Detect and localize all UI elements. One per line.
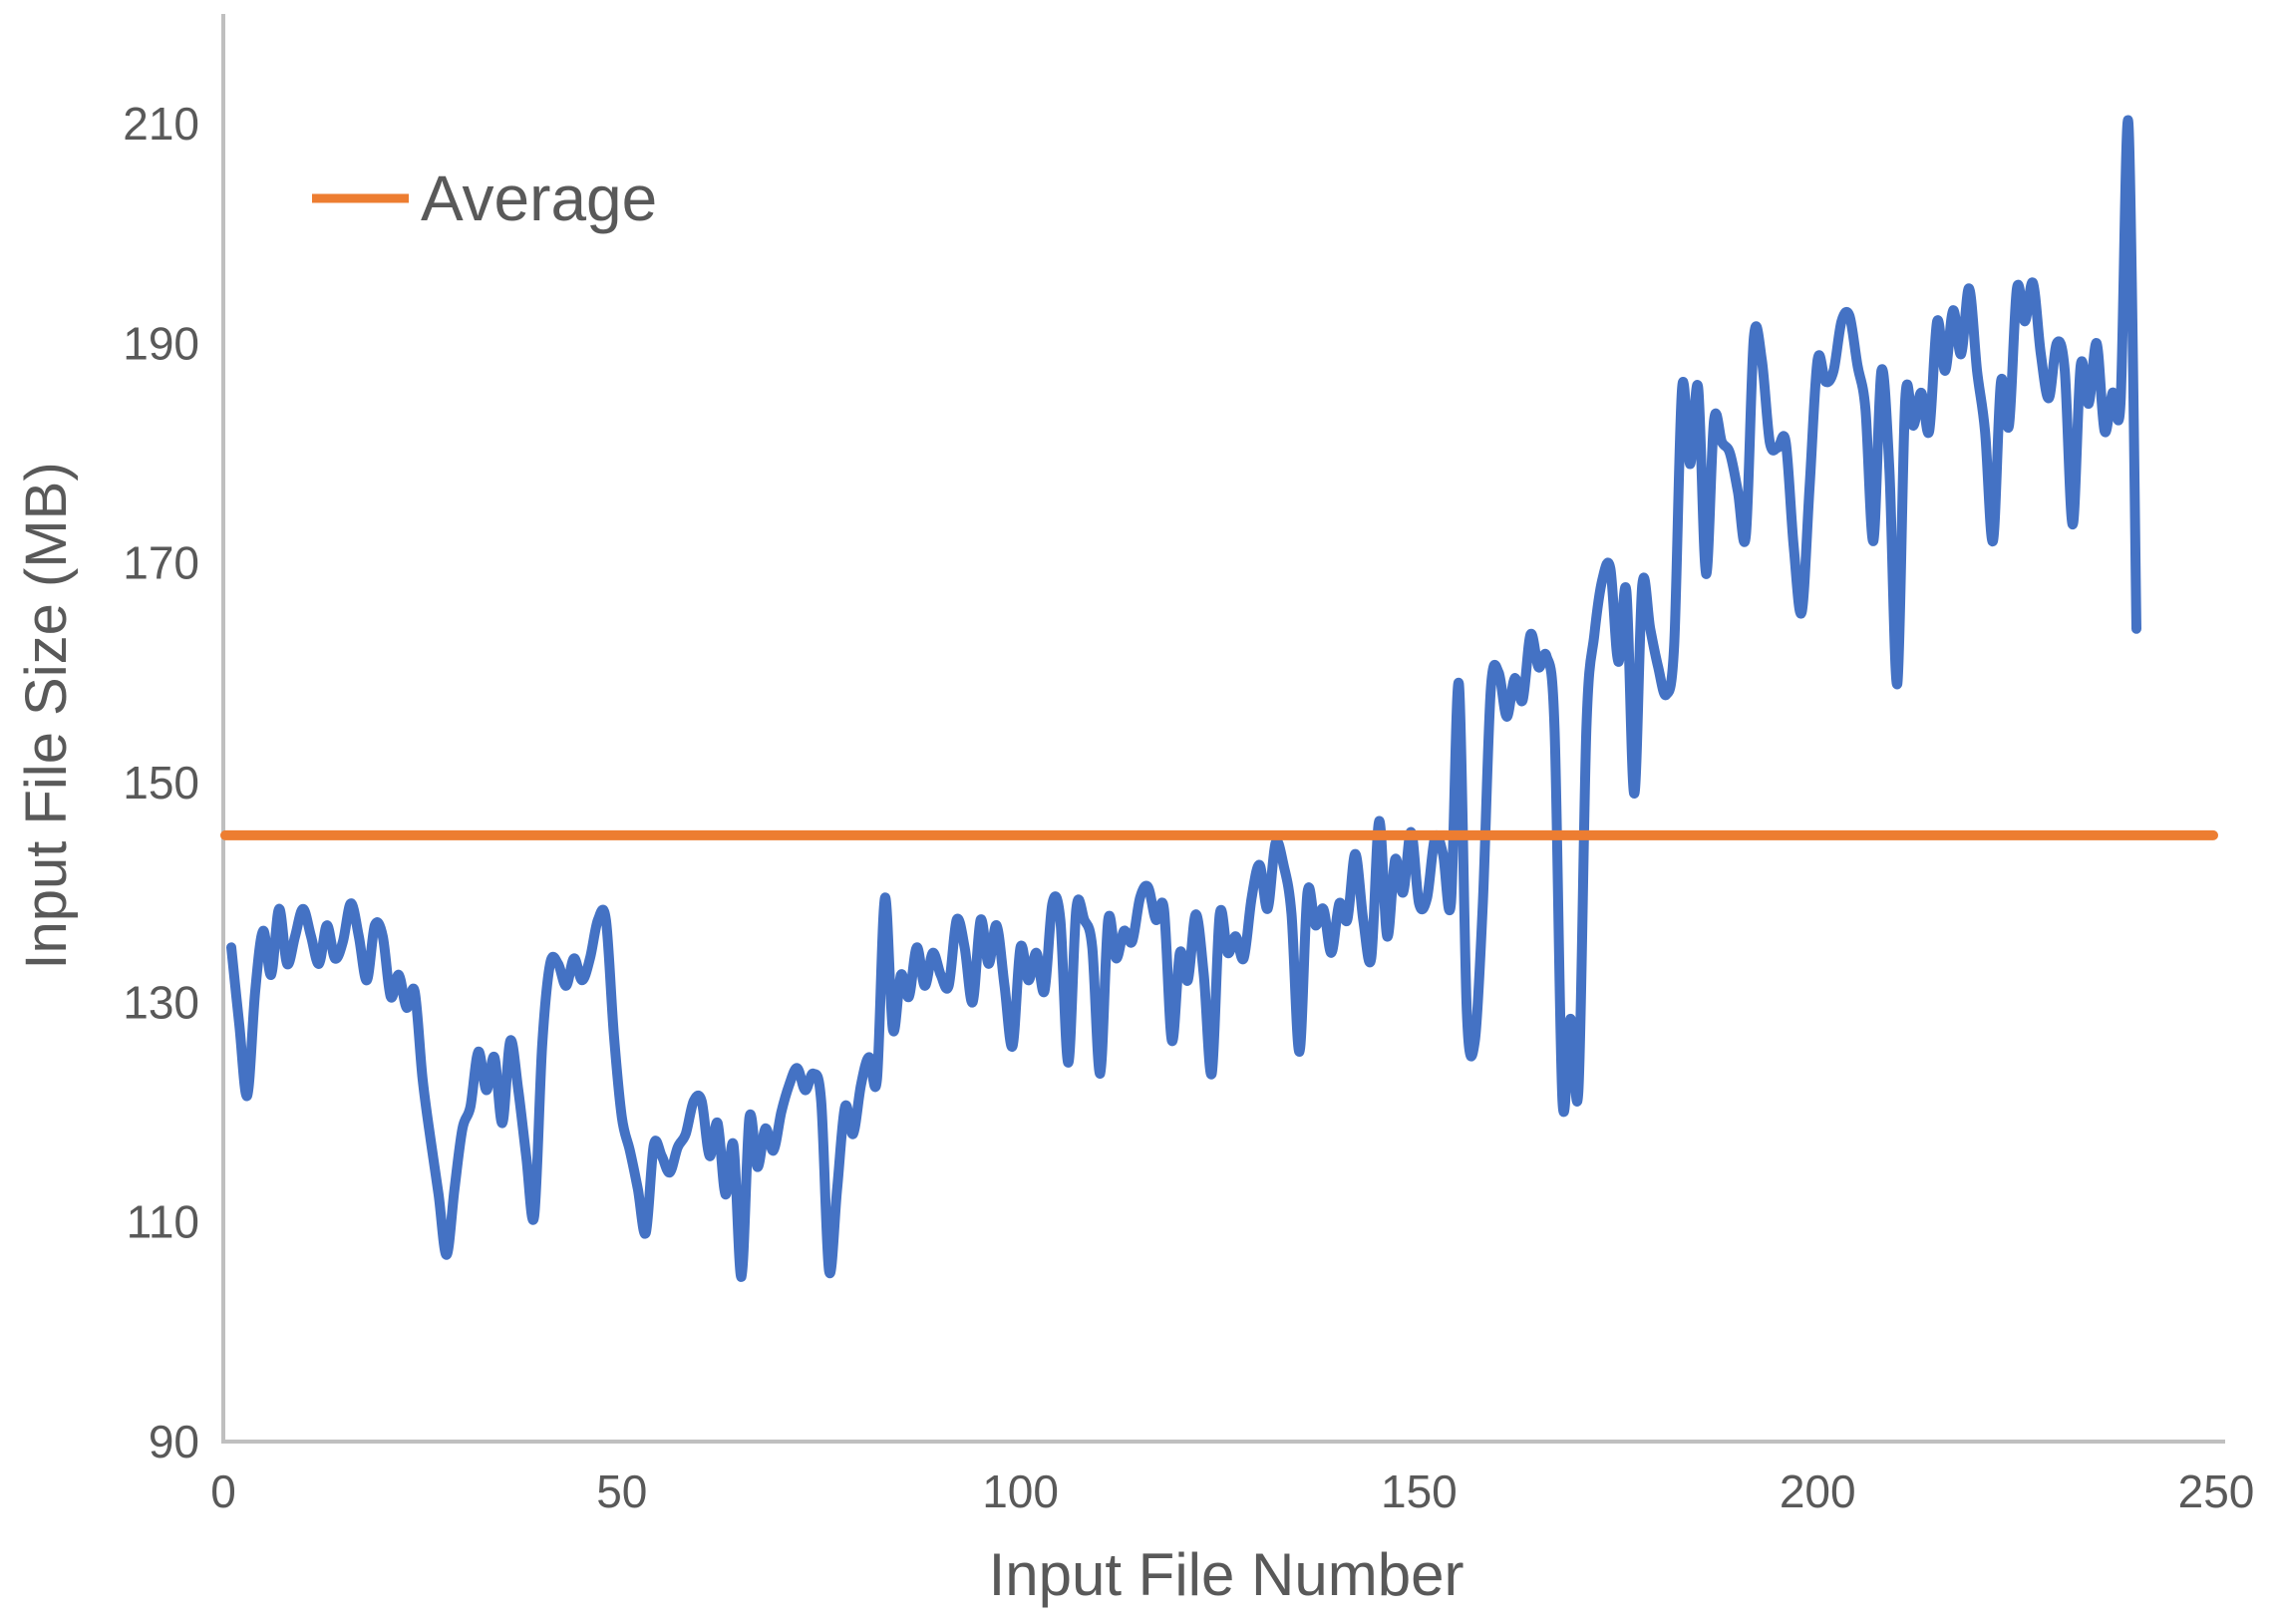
x-tick-label-50: 50 [596,1465,647,1517]
legend: Average [312,162,657,234]
x-tick-label-100: 100 [982,1465,1059,1517]
y-tick-label-170: 170 [123,537,199,589]
x-tick-label-0: 0 [210,1465,236,1517]
data-series-line [226,115,2141,1282]
y-tick-label-190: 190 [123,317,199,369]
x-tick-label-250: 250 [2178,1465,2255,1517]
y-tick-label-150: 150 [123,757,199,809]
legend-average-label: Average [421,162,657,234]
x-tick-label-150: 150 [1381,1465,1458,1517]
y-tick-label-130: 130 [123,976,199,1028]
y-axis-tick-labels: 90 110 130 150 170 190 210 [123,98,199,1467]
x-tick-label-200: 200 [1780,1465,1856,1517]
y-tick-label-210: 210 [123,98,199,150]
x-axis-title: Input File Number [989,1541,1465,1608]
y-axis-title: Input File Size (MB) [14,462,79,969]
y-tick-label-90: 90 [149,1416,199,1467]
y-tick-label-110: 110 [127,1196,199,1248]
x-axis-tick-labels: 0 50 100 150 200 250 [210,1465,2254,1517]
